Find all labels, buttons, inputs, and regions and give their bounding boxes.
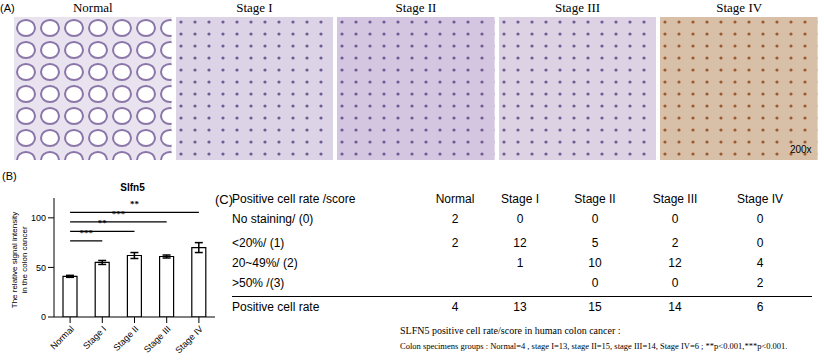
svg-text:**: ** (130, 199, 140, 209)
svg-text:Stage III: Stage III (142, 324, 173, 355)
svg-text:0: 0 (41, 312, 46, 322)
html-text:0: 0 (591, 276, 599, 290)
html-text:0: 0 (671, 212, 679, 226)
html-text:14: 14 (668, 300, 682, 314)
svg-text:Stage I: Stage I (81, 324, 108, 351)
html-text:Slfn5: Slfn5 (120, 182, 145, 193)
html-text:Normal: Normal (435, 192, 475, 206)
html-text:Stage II: Stage II (395, 0, 437, 15)
html-text:Stage III: Stage III (555, 0, 601, 15)
html-text:in the colon cancer: in the colon cancer (20, 226, 29, 294)
html-text:>50% /(3): >50% /(3) (232, 276, 285, 290)
html-text:15: 15 (588, 300, 602, 314)
html-text:(C) Positive cell rate /score: (C) Positive cell rate /score (215, 192, 356, 207)
svg-text:Normal: Normal (48, 324, 76, 352)
svg-text:100: 100 (31, 213, 46, 223)
html-text:<20%/ (1): <20%/ (1) (232, 236, 285, 250)
html-text:Stage I: Stage I (501, 192, 539, 206)
svg-text:Stage IV: Stage IV (173, 324, 204, 355)
html-text:Stage II: Stage II (574, 192, 616, 206)
html-text:6: 6 (756, 300, 764, 314)
html-text:1: 1 (516, 256, 524, 270)
html-text:20~49%/ (2): 20~49%/ (2) (232, 256, 298, 270)
html-text:Stage III: Stage III (652, 192, 698, 206)
svg-text:200x: 200x (790, 144, 812, 155)
html-text:SLFN5 positive cell rate/score: SLFN5 positive cell rate/score in human … (400, 325, 621, 336)
html-text:0: 0 (591, 212, 599, 226)
svg-text:***: *** (79, 228, 93, 238)
svg-text:***: *** (112, 209, 126, 219)
html-text:13: 13 (513, 300, 527, 314)
html-text:12: 12 (668, 256, 682, 270)
html-text:2: 2 (671, 236, 679, 250)
html-text:Stage IV: Stage IV (737, 192, 783, 206)
html-text:Stage I: Stage I (236, 0, 273, 15)
html-text:Colon specimens groups : Norma: Colon specimens groups : Normal=4 , stag… (400, 341, 788, 351)
html-text:The relative signal intensity: The relative signal intensity (10, 211, 19, 309)
html-text:2: 2 (451, 236, 459, 250)
html-text:0: 0 (671, 276, 679, 290)
html-text:12: 12 (513, 236, 527, 250)
svg-text:**: ** (98, 218, 108, 228)
html-text:0: 0 (756, 236, 764, 250)
html-text:0: 0 (516, 212, 524, 226)
html-text:10: 10 (588, 256, 602, 270)
html-text:(B): (B) (2, 170, 17, 182)
html-text:(A): (A) (0, 2, 15, 14)
html-text:0: 0 (756, 212, 764, 226)
html-text:4: 4 (756, 256, 764, 270)
html-text:2: 2 (756, 276, 764, 290)
html-text:No staining/ (0): No staining/ (0) (232, 212, 314, 226)
html-text:4: 4 (451, 300, 459, 314)
html-text:Normal: Normal (72, 0, 113, 15)
html-text:Stage IV: Stage IV (716, 0, 763, 15)
html-text:2: 2 (451, 212, 459, 226)
svg-text:Stage II: Stage II (111, 324, 140, 353)
svg-text:50: 50 (36, 263, 46, 273)
html-text:Positive cell rate: Positive cell rate (232, 300, 320, 314)
html-text:5: 5 (591, 236, 599, 250)
